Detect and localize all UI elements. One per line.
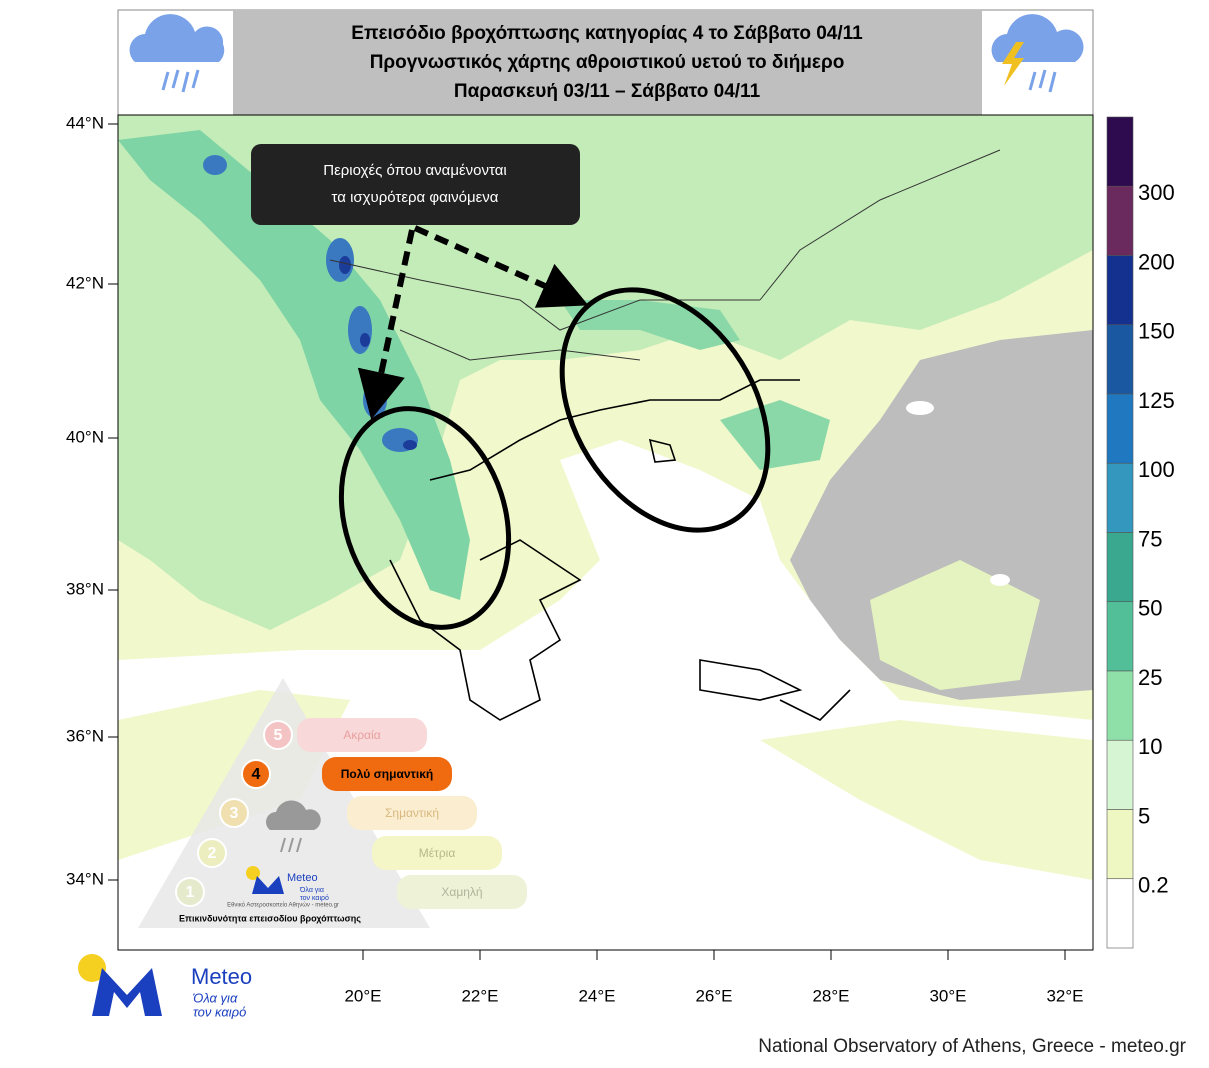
colorbar-label: 300 — [1138, 180, 1175, 205]
lon-label: 24°E — [578, 986, 615, 1005]
credit: Εθνικό Αστεροσκοπείο Αθηνών - meteo.gr — [227, 902, 339, 909]
title-line: Προγνωστικός χάρτης αθροιστικού υετού το… — [370, 52, 845, 73]
colorbar-label: 0.2 — [1138, 873, 1169, 898]
level-label: Ακραία — [343, 728, 380, 742]
map-frame — [117, 114, 1094, 951]
colorbar-bin — [1106, 532, 1134, 603]
colorbar-bin — [1106, 878, 1134, 949]
storm-icon — [991, 14, 1084, 93]
annotation-line: τα ισχυρότερα φαινόμενα — [332, 189, 499, 206]
caption: Επικινδυνότητα επεισοδίου βροχόπτωσης — [179, 913, 361, 923]
colorbar-label: 125 — [1138, 388, 1175, 413]
colorbar-bin — [1106, 255, 1134, 326]
logo-mark — [252, 876, 284, 894]
lat-label: 38°N — [66, 579, 104, 598]
colorbar-bin — [1106, 462, 1134, 533]
colorbar-bin — [1106, 739, 1134, 810]
rain-very-heavy — [339, 256, 417, 450]
colorbar-bin — [1106, 601, 1134, 672]
colorbar-bin — [1106, 324, 1134, 395]
level-number: 4 — [252, 766, 261, 783]
cloud-icon — [266, 800, 321, 853]
lakes — [906, 401, 1010, 586]
level-pill — [322, 757, 452, 791]
colorbar: 300 200 150 125 100 75 50 25 10 5 0.2 — [1106, 116, 1175, 949]
footer: National Observatory of Athens, Greece -… — [758, 1036, 1186, 1057]
rain-light — [870, 560, 1040, 690]
colorbar-label: 75 — [1138, 526, 1162, 551]
level-number: 1 — [186, 884, 195, 901]
colorbar-label: 50 — [1138, 596, 1162, 621]
level-badge — [263, 720, 293, 750]
colorbar-bin — [1106, 809, 1134, 880]
colorbar-label: 200 — [1138, 249, 1175, 274]
rain-light — [118, 115, 1093, 630]
colorbar-bin — [1106, 393, 1134, 464]
lon-axis: 20°E 22°E 24°E 26°E 28°E 30°E 32°E — [344, 950, 1084, 1005]
rain-light — [760, 720, 1093, 880]
lat-label: 44°N — [66, 113, 104, 132]
level-label: Πολύ σημαντική — [341, 767, 433, 781]
risk-scale: 5 Ακραία 4 Πολύ σημαντική 3 Σημαντική 2 Μέτρια 1… — [138, 678, 527, 928]
lon-label: 28°E — [812, 986, 849, 1005]
level-badge — [175, 877, 205, 907]
lat-label: 36°N — [66, 726, 104, 745]
lon-label: 32°E — [1046, 986, 1083, 1005]
slogan: Όλα για — [299, 887, 324, 894]
lat-label: 42°N — [66, 273, 104, 292]
lat-axis: 44°N 42°N 40°N 38°N 36°N 34°N — [66, 113, 118, 888]
rain-icon — [129, 14, 225, 93]
logo-slogan: Όλα για — [192, 990, 238, 1005]
level-badge — [241, 759, 271, 789]
brand: Meteo — [287, 872, 318, 884]
colorbar-label: 5 — [1138, 803, 1150, 828]
lon-label: 30°E — [929, 986, 966, 1005]
level-badge — [219, 798, 249, 828]
arrow — [413, 225, 589, 308]
logo-brand: Meteo — [191, 964, 252, 989]
level-pill — [347, 796, 477, 830]
colorbar-label: 25 — [1138, 665, 1162, 690]
level-number: 3 — [230, 805, 239, 822]
title-line: Επεισόδιο βροχόπτωσης κατηγορίας 4 το Σά… — [351, 23, 863, 44]
highlight-ellipse — [559, 287, 771, 533]
title-line: Παρασκευή 03/11 – Σάββατο 04/11 — [454, 81, 761, 102]
level-number: 2 — [208, 845, 217, 862]
logo: Meteo Όλα για τον καιρό — [78, 954, 252, 1019]
annotation: Περιοχές όπου αναμένονται τα ισχυρότερα … — [251, 144, 771, 630]
annotation-line: Περιοχές όπου αναμένονται — [323, 162, 507, 179]
lat-label: 34°N — [66, 869, 104, 888]
arrow — [357, 229, 415, 420]
lon-label: 26°E — [695, 986, 732, 1005]
header-band — [233, 10, 982, 115]
colorbar-bin — [1106, 185, 1134, 256]
level-pill — [297, 718, 427, 752]
colorbar-bin — [1106, 116, 1134, 187]
colorbar-label: 100 — [1138, 457, 1175, 482]
annotation-box — [251, 144, 580, 225]
header: Επεισόδιο βροχόπτωσης κατηγορίας 4 το Σά… — [117, 9, 1094, 116]
level-label: Μέτρια — [419, 846, 456, 860]
level-label: Χαμηλή — [441, 885, 482, 899]
lon-label: 22°E — [461, 986, 498, 1005]
rain-moderate — [720, 400, 830, 470]
slogan: τον καιρό — [300, 894, 329, 902]
colorbar-bin — [1106, 670, 1134, 741]
lat-label: 40°N — [66, 427, 104, 446]
logo-slogan: τον καιρό — [193, 1004, 246, 1019]
lon-label: 20°E — [344, 986, 381, 1005]
level-pill — [372, 836, 502, 870]
highlight-ellipse — [338, 406, 512, 630]
colorbar-label: 10 — [1138, 734, 1162, 759]
level-badge — [197, 838, 227, 868]
rain-moderate — [118, 130, 470, 600]
level-pill — [397, 875, 527, 909]
level-number: 5 — [274, 727, 283, 744]
level-label: Σημαντική — [385, 806, 439, 820]
colorbar-label: 150 — [1138, 319, 1175, 344]
